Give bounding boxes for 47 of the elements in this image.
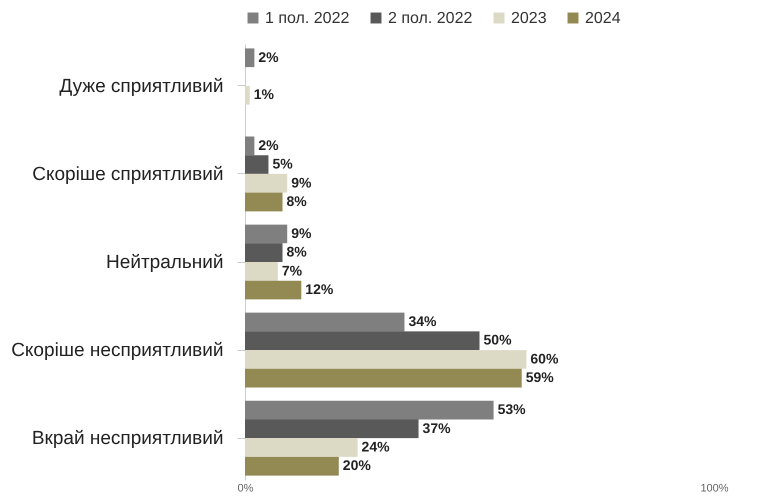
data-label: 8% xyxy=(286,192,308,209)
data-label: 20% xyxy=(342,457,372,474)
data-label: 50% xyxy=(484,332,512,348)
data-label: 12% xyxy=(305,281,334,298)
data-label: 2% xyxy=(258,48,280,65)
data-label: 2% xyxy=(258,136,280,153)
legend-label: 2024 xyxy=(585,10,621,27)
data-label: 59% xyxy=(526,369,554,386)
y-tick-label: Дуже сприятливий xyxy=(59,76,224,97)
data-label: 8% xyxy=(286,244,308,260)
bar xyxy=(245,262,278,281)
y-tick-label: Вкрай несприятливий xyxy=(32,428,224,450)
data-label: 1% xyxy=(254,86,274,102)
data-label: 53% xyxy=(498,401,526,418)
data-label: 9% xyxy=(291,224,312,241)
bar xyxy=(245,312,404,332)
legend-label: 2023 xyxy=(511,10,547,27)
bar xyxy=(245,174,288,193)
bar xyxy=(245,192,283,212)
legend-label: 1 пол. 2022 xyxy=(265,10,350,27)
data-label: 7% xyxy=(282,262,303,278)
data-label: 60% xyxy=(530,350,559,366)
bar xyxy=(245,224,288,244)
bar xyxy=(245,400,494,420)
bar xyxy=(245,155,268,174)
bar xyxy=(245,331,480,350)
data-label: 5% xyxy=(272,156,294,172)
data-label: 9% xyxy=(291,174,312,190)
bar xyxy=(245,86,250,105)
data-label: 34% xyxy=(408,313,438,330)
bar xyxy=(245,419,419,438)
y-tick-label: Скоріше сприятливий xyxy=(32,164,224,185)
x-tick-label: 0% xyxy=(238,482,254,494)
y-tick-label: Скоріше несприятливий xyxy=(11,340,224,362)
bar xyxy=(245,48,254,68)
data-label: 24% xyxy=(362,438,390,455)
bar xyxy=(245,350,526,369)
bar xyxy=(245,438,358,457)
y-tick-label: Нейтральний xyxy=(106,252,224,273)
bar xyxy=(245,280,302,300)
bar xyxy=(245,368,522,388)
bar xyxy=(245,243,283,262)
data-label: 37% xyxy=(422,420,452,436)
bar xyxy=(245,456,339,476)
x-tick-label: 100% xyxy=(700,482,729,494)
bar xyxy=(245,136,254,156)
legend-label: 2 пол. 2022 xyxy=(388,10,472,27)
